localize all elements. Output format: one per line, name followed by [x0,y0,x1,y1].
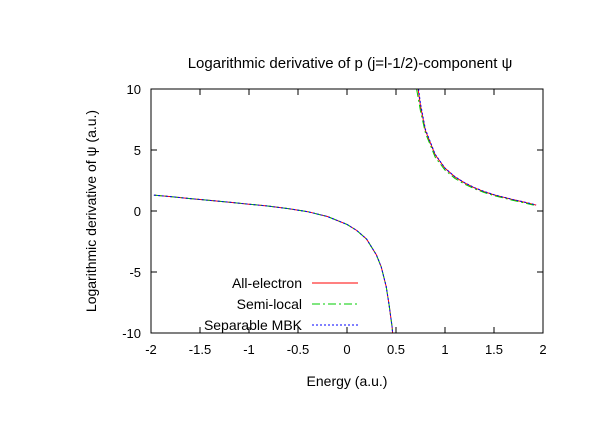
legend-label: Separable MBK [204,317,303,333]
series-line-separable-mbk [153,194,394,333]
series-line-semi-local [153,194,394,333]
y-axis-ticks: -10 -5 0 5 10 [122,82,543,341]
x-tick-label: -1.5 [189,342,211,357]
x-axis-label: Energy (a.u.) [307,373,388,389]
series-line-semi-local [416,89,537,207]
x-tick-label: 0 [343,342,350,357]
x-tick-label: -2 [145,342,157,357]
y-tick-label: 10 [127,82,141,97]
plot-frame [150,88,544,334]
y-tick-label: 5 [134,143,141,158]
series-line-all-electron [417,89,537,206]
series-layer [153,89,537,333]
x-tick-label: -0.5 [287,342,309,357]
x-tick-label: 1.5 [485,342,503,357]
x-tick-label: 1 [441,342,448,357]
x-tick-label: 0.5 [387,342,405,357]
y-tick-label: 0 [134,204,141,219]
x-tick-label: 2 [539,342,546,357]
y-tick-label: -10 [122,326,141,341]
series-line-separable-mbk [418,89,537,206]
y-tick-label: -5 [129,265,141,280]
chart-title: Logarithmic derivative of p (j=l-1/2)-co… [188,55,513,72]
legend-label: Semi-local [237,296,302,312]
series-line-all-electron [153,194,394,333]
x-tick-label: -1 [243,342,255,357]
y-axis-label: Logarithmic derivative of ψ (a.u.) [83,110,99,312]
legend-label: All-electron [232,275,302,291]
legend: All-electron Semi-local Separable MBK [204,275,358,333]
x-axis-ticks: -2 -1.5 -1 -0.5 0 0.5 1 1.5 2 [145,89,547,357]
